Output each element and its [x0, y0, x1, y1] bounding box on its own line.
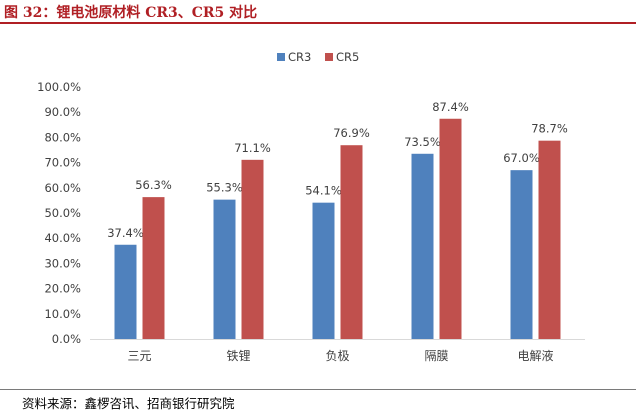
y-tick-label: 90.0%	[44, 105, 81, 119]
data-label-cr3: 54.1%	[305, 184, 342, 198]
data-label-cr3: 67.0%	[503, 151, 540, 165]
y-tick-label: 70.0%	[44, 156, 81, 170]
data-label-cr3: 55.3%	[206, 181, 243, 195]
x-tick-label: 三元	[127, 349, 151, 363]
legend-swatch-cr3	[277, 53, 285, 61]
bar-cr5	[439, 118, 462, 339]
bar-cr5	[142, 197, 165, 339]
y-tick-label: 60.0%	[44, 181, 81, 195]
bar-cr5	[340, 145, 363, 339]
bar-cr5	[241, 159, 264, 339]
data-label-cr5: 56.3%	[135, 178, 172, 192]
data-label-cr5: 78.7%	[531, 122, 568, 136]
legend-label-cr5: CR5	[336, 50, 359, 64]
data-label-cr5: 76.9%	[333, 126, 370, 140]
footer-divider	[0, 389, 636, 390]
x-tick-label: 隔膜	[424, 349, 448, 363]
x-tick-label: 负极	[325, 349, 349, 363]
bar-cr3	[213, 199, 236, 339]
bar-cr3	[411, 153, 434, 339]
figure-title: 图 32：锂电池原材料 CR3、CR5 对比	[4, 5, 258, 21]
data-label-cr5: 87.4%	[432, 100, 469, 114]
title-divider	[0, 22, 636, 24]
x-tick-label: 电解液	[517, 348, 553, 363]
y-tick-label: 40.0%	[44, 231, 81, 245]
y-tick-label: 100.0%	[37, 80, 81, 94]
y-tick-label: 30.0%	[44, 256, 81, 270]
y-tick-label: 20.0%	[44, 282, 81, 296]
y-tick-label: 50.0%	[44, 206, 81, 220]
y-tick-label: 80.0%	[44, 130, 81, 144]
legend-label-cr3: CR3	[288, 50, 311, 64]
y-tick-label: 10.0%	[44, 307, 81, 321]
y-tick-label: 0.0%	[52, 332, 81, 346]
bar-cr5	[538, 140, 561, 339]
bar-cr3	[510, 170, 533, 339]
source-note: 资料来源：鑫椤咨讯、招商银行研究院	[22, 396, 235, 411]
data-label-cr3: 73.5%	[404, 135, 441, 149]
bar-cr3	[312, 202, 335, 339]
x-tick-label: 铁锂	[226, 348, 250, 363]
legend-swatch-cr5	[325, 53, 333, 61]
bar-cr3	[114, 244, 137, 339]
data-label-cr3: 37.4%	[107, 226, 144, 240]
data-label-cr5: 71.1%	[234, 141, 271, 155]
